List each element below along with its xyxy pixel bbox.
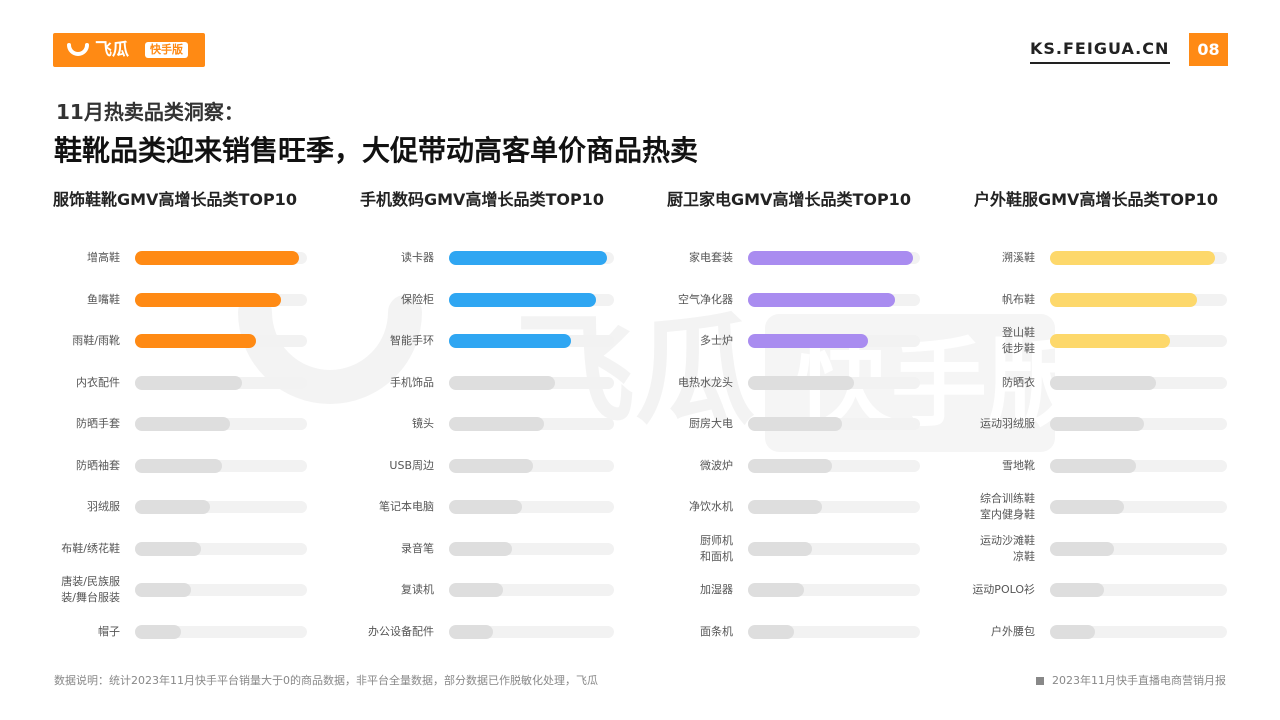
chart-title: 厨卫家电GMV高增长品类TOP10 — [667, 190, 911, 209]
bar[interactable] — [748, 251, 913, 265]
category-label: 溯溪鞋 — [1002, 251, 1035, 264]
category-label: 笔记本电脑 — [379, 500, 434, 513]
bar[interactable] — [449, 500, 522, 514]
category-label: 家电套装 — [689, 251, 733, 264]
category-label: 鱼嘴鞋 — [87, 292, 120, 306]
page-title: 鞋靴品类迎来销售旺季，大促带动高客单价商品热卖 — [54, 134, 699, 167]
bar[interactable] — [1050, 500, 1125, 514]
bar[interactable] — [135, 458, 222, 473]
category-label: 读卡器 — [401, 251, 434, 264]
bar[interactable] — [1050, 583, 1105, 597]
category-label: USB周边 — [389, 458, 434, 472]
bar[interactable] — [449, 624, 494, 639]
bar[interactable] — [748, 292, 895, 307]
bar[interactable] — [449, 251, 607, 265]
brand-mark-icon — [67, 43, 89, 56]
bar[interactable] — [748, 541, 813, 556]
bar[interactable] — [449, 583, 503, 597]
category-label: 厨师机 和面机 — [700, 533, 733, 563]
chart-title: 服饰鞋靴GMV高增长品类TOP10 — [53, 190, 297, 209]
category-label: 智能手环 — [390, 334, 434, 347]
bar[interactable] — [748, 417, 843, 431]
category-label: 手机饰品 — [390, 375, 434, 389]
bar[interactable] — [135, 417, 231, 431]
category-label: 镜头 — [412, 417, 434, 430]
category-label: 雨鞋/雨靴 — [72, 334, 120, 347]
chart-title: 手机数码GMV高增长品类TOP10 — [360, 190, 604, 209]
category-label: 内衣配件 — [76, 375, 120, 389]
bar[interactable] — [748, 334, 869, 348]
bar[interactable] — [135, 541, 201, 556]
category-label: 雪地靴 — [1002, 458, 1035, 472]
category-label: 防晒衣 — [1002, 375, 1035, 389]
category-label: 综合训练鞋 室内健身鞋 — [980, 492, 1035, 521]
data-footnote: 数据说明：统计2023年11月快手平台销量大于0的商品数据，非平台全量数据，部分… — [54, 674, 598, 687]
bar[interactable] — [449, 541, 513, 556]
bar[interactable] — [135, 624, 181, 639]
bar[interactable] — [449, 458, 533, 473]
category-label: 微波炉 — [700, 458, 733, 472]
category-label: 帽子 — [98, 624, 120, 638]
category-label: 羽绒服 — [87, 500, 120, 513]
category-label: 空气净化器 — [678, 292, 733, 306]
page-subtitle: 11月热卖品类洞察： — [56, 100, 244, 124]
bar[interactable] — [449, 334, 571, 348]
bar[interactable] — [1050, 624, 1095, 639]
category-label: 运动POLO衫 — [972, 583, 1035, 596]
category-label: 帆布鞋 — [1002, 292, 1035, 306]
category-label: 运动沙滩鞋 凉鞋 — [980, 533, 1035, 563]
bar[interactable] — [135, 583, 191, 597]
category-label: 防晒手套 — [76, 417, 120, 430]
report-name: 2023年11月快手直播电商营销月报 — [1052, 674, 1226, 687]
category-label: 办公设备配件 — [368, 624, 434, 638]
category-label: 净饮水机 — [689, 500, 733, 513]
category-label: 录音笔 — [401, 541, 434, 555]
site-url-underline — [1030, 62, 1170, 64]
category-label: 防晒袖套 — [76, 458, 120, 472]
category-label: 布鞋/绣花鞋 — [61, 541, 120, 555]
category-label: 面条机 — [700, 624, 733, 638]
category-label: 加湿器 — [700, 583, 733, 596]
brand-name: 飞瓜 — [95, 40, 129, 60]
category-label: 复读机 — [401, 583, 434, 596]
bar[interactable] — [135, 334, 257, 348]
bar[interactable] — [135, 500, 211, 514]
category-label: 多士炉 — [700, 334, 733, 347]
category-label: 登山鞋 徒步鞋 — [1002, 326, 1035, 355]
page-number: 08 — [1189, 33, 1228, 66]
bar[interactable] — [449, 375, 555, 390]
category-label: 运动羽绒服 — [980, 417, 1035, 430]
report-square-icon — [1036, 677, 1044, 685]
chart-title: 户外鞋服GMV高增长品类TOP10 — [974, 190, 1218, 209]
bar[interactable] — [135, 292, 281, 307]
bar[interactable] — [135, 251, 299, 265]
category-label: 唐装/民族服 装/舞台服装 — [61, 575, 120, 604]
bar[interactable] — [1050, 417, 1145, 431]
brand-badge: 快手版 — [145, 42, 188, 58]
bar[interactable] — [449, 292, 596, 307]
bar[interactable] — [1050, 458, 1136, 473]
bar[interactable] — [1050, 334, 1171, 348]
bar[interactable] — [1050, 375, 1156, 390]
bar[interactable] — [748, 583, 805, 597]
bar[interactable] — [748, 624, 795, 639]
bar[interactable] — [748, 375, 854, 390]
bar[interactable] — [748, 500, 823, 514]
brand-logo: 飞瓜 快手版 — [53, 33, 205, 67]
bar[interactable] — [1050, 251, 1215, 265]
category-label: 厨房大电 — [689, 417, 733, 430]
category-label: 保险柜 — [401, 292, 434, 306]
bar[interactable] — [1050, 292, 1197, 307]
bar[interactable] — [449, 417, 544, 431]
category-label: 户外腰包 — [991, 624, 1035, 638]
category-label: 电热水龙头 — [678, 375, 733, 389]
bar[interactable] — [1050, 541, 1115, 556]
category-label: 增高鞋 — [87, 251, 120, 264]
site-url[interactable]: KS.FEIGUA.CN — [1030, 39, 1170, 58]
bar[interactable] — [135, 375, 242, 390]
bar[interactable] — [748, 458, 833, 473]
